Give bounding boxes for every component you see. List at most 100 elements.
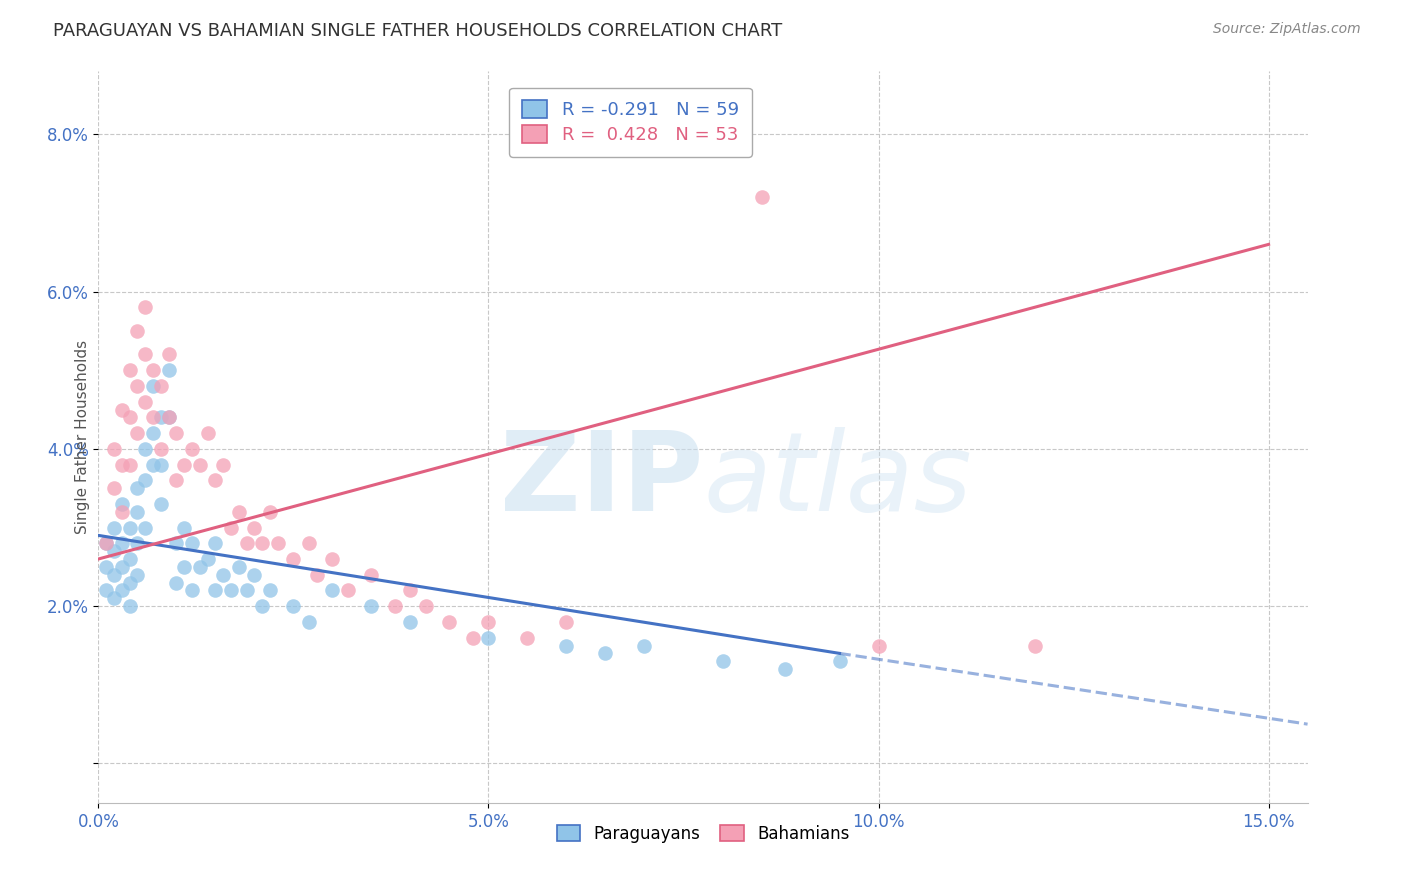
Point <box>111 559 134 574</box>
Point <box>252 599 274 614</box>
Point <box>204 473 226 487</box>
Point <box>711 654 734 668</box>
Point <box>212 567 235 582</box>
Point <box>384 599 406 614</box>
Point <box>235 536 257 550</box>
Point <box>228 505 250 519</box>
Point <box>181 442 204 456</box>
Point <box>96 559 118 574</box>
Point <box>149 410 172 425</box>
Point <box>298 536 321 550</box>
Point <box>219 583 242 598</box>
Point <box>142 410 165 425</box>
Point <box>149 442 172 456</box>
Point <box>134 473 156 487</box>
Text: ZIP: ZIP <box>499 427 703 534</box>
Point <box>103 481 125 495</box>
Text: PARAGUAYAN VS BAHAMIAN SINGLE FATHER HOUSEHOLDS CORRELATION CHART: PARAGUAYAN VS BAHAMIAN SINGLE FATHER HOU… <box>53 22 783 40</box>
Legend: Paraguayans, Bahamians: Paraguayans, Bahamians <box>550 818 856 849</box>
Point <box>477 631 499 645</box>
Point <box>173 520 195 534</box>
Point <box>188 559 211 574</box>
Point <box>165 575 187 590</box>
Point <box>321 552 343 566</box>
Point <box>305 567 328 582</box>
Point <box>111 497 134 511</box>
Point <box>477 615 499 629</box>
Point <box>96 583 118 598</box>
Point <box>127 379 149 393</box>
Point <box>103 544 125 558</box>
Point <box>461 631 484 645</box>
Y-axis label: Single Father Households: Single Father Households <box>75 340 90 534</box>
Point <box>181 583 204 598</box>
Point <box>157 410 180 425</box>
Point <box>111 402 134 417</box>
Point <box>188 458 211 472</box>
Point <box>157 347 180 361</box>
Point <box>103 591 125 606</box>
Point <box>127 505 149 519</box>
Point <box>321 583 343 598</box>
Point <box>259 583 281 598</box>
Point <box>127 567 149 582</box>
Point <box>118 363 141 377</box>
Point <box>165 536 187 550</box>
Point <box>111 505 134 519</box>
Point <box>243 567 266 582</box>
Point <box>219 520 242 534</box>
Point <box>212 458 235 472</box>
Text: Source: ZipAtlas.com: Source: ZipAtlas.com <box>1213 22 1361 37</box>
Point <box>134 520 156 534</box>
Point <box>252 536 274 550</box>
Point <box>173 559 195 574</box>
Point <box>96 536 118 550</box>
Point <box>111 458 134 472</box>
Point <box>127 536 149 550</box>
Point <box>103 567 125 582</box>
Point <box>118 552 141 566</box>
Point <box>118 410 141 425</box>
Point <box>118 520 141 534</box>
Point <box>103 442 125 456</box>
Point <box>157 363 180 377</box>
Point <box>134 347 156 361</box>
Point <box>96 536 118 550</box>
Point <box>118 575 141 590</box>
Point <box>267 536 290 550</box>
Point <box>134 442 156 456</box>
Point <box>118 458 141 472</box>
Point <box>165 426 187 441</box>
Point <box>157 410 180 425</box>
Point <box>516 631 538 645</box>
Point <box>149 458 172 472</box>
Point <box>259 505 281 519</box>
Point <box>555 615 578 629</box>
Point <box>181 536 204 550</box>
Point <box>337 583 360 598</box>
Point <box>399 583 422 598</box>
Point <box>1024 639 1046 653</box>
Point <box>142 458 165 472</box>
Point <box>111 536 134 550</box>
Point <box>399 615 422 629</box>
Point <box>142 379 165 393</box>
Point <box>283 599 305 614</box>
Point <box>868 639 890 653</box>
Point <box>149 379 172 393</box>
Point <box>235 583 257 598</box>
Point <box>134 301 156 315</box>
Point <box>127 426 149 441</box>
Point <box>555 639 578 653</box>
Point <box>439 615 461 629</box>
Point <box>197 426 219 441</box>
Point <box>204 583 226 598</box>
Point <box>228 559 250 574</box>
Point <box>165 473 187 487</box>
Point <box>204 536 226 550</box>
Point <box>415 599 437 614</box>
Point <box>283 552 305 566</box>
Point <box>127 481 149 495</box>
Point <box>773 662 796 676</box>
Point <box>360 567 382 582</box>
